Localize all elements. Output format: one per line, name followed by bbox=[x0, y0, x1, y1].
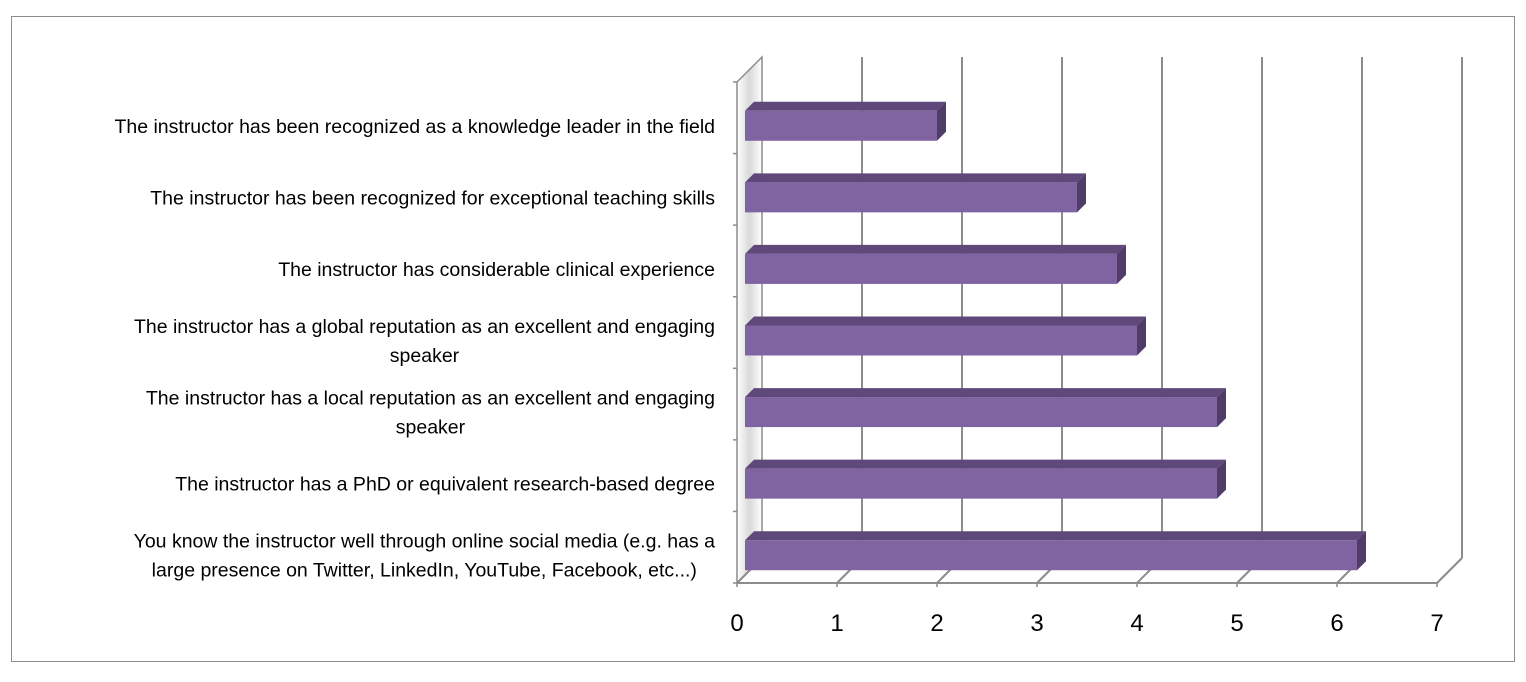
bar-top bbox=[745, 244, 1126, 254]
bar-side bbox=[1217, 388, 1226, 428]
bars bbox=[745, 101, 1366, 571]
category-label-5: The instructor has a PhD or equivalent r… bbox=[175, 474, 715, 496]
category-label-3: The instructor has a global reputation a… bbox=[134, 316, 715, 367]
bar-2 bbox=[745, 244, 1126, 284]
category-label-1: The instructor has been recognized for e… bbox=[150, 187, 715, 209]
bar-3 bbox=[745, 316, 1146, 356]
bar-side bbox=[1137, 316, 1146, 356]
bar-top bbox=[745, 316, 1146, 326]
category-label-line: You know the instructor well through onl… bbox=[134, 531, 716, 553]
x-tick-label-4: 4 bbox=[1130, 610, 1143, 637]
category-label-line: The instructor has been recognized as a … bbox=[114, 116, 715, 138]
category-label-line: The instructor has a global reputation a… bbox=[134, 316, 715, 338]
bar-top bbox=[745, 388, 1226, 398]
bar-front bbox=[745, 540, 1357, 571]
category-label-line: speaker bbox=[390, 345, 460, 367]
bar-side bbox=[1357, 531, 1366, 571]
bar-4 bbox=[745, 388, 1226, 428]
category-label-4: The instructor has a local reputation as… bbox=[146, 388, 715, 439]
bar-0 bbox=[745, 101, 946, 141]
category-labels: The instructor has been recognized as a … bbox=[114, 116, 715, 582]
bar-front bbox=[745, 325, 1137, 356]
bar-side bbox=[1217, 459, 1226, 499]
x-tick-label-2: 2 bbox=[930, 610, 943, 637]
chart-frame: The instructor has been recognized as a … bbox=[11, 16, 1515, 662]
floor-line-7 bbox=[1436, 557, 1463, 584]
bar-side bbox=[937, 101, 946, 141]
category-label-6: You know the instructor well through onl… bbox=[134, 531, 716, 582]
bar-top bbox=[745, 531, 1366, 541]
bar-front bbox=[745, 182, 1077, 213]
x-tick-label-5: 5 bbox=[1230, 610, 1243, 637]
category-label-line: The instructor has considerable clinical… bbox=[278, 259, 715, 281]
bar-front bbox=[745, 397, 1217, 428]
bar-6 bbox=[745, 531, 1366, 571]
bar-side bbox=[1077, 173, 1086, 213]
category-label-0: The instructor has been recognized as a … bbox=[114, 116, 715, 138]
bar-top bbox=[745, 459, 1226, 469]
category-label-line: large presence on Twitter, LinkedIn, You… bbox=[152, 560, 697, 582]
category-label-line: The instructor has a PhD or equivalent r… bbox=[175, 474, 715, 496]
bar-5 bbox=[745, 459, 1226, 499]
x-tick-label-0: 0 bbox=[730, 610, 743, 637]
x-tick-label-7: 7 bbox=[1430, 610, 1443, 637]
bar-1 bbox=[745, 173, 1086, 213]
x-tick-labels: 0 1 2 3 4 5 6 7 bbox=[730, 610, 1443, 637]
bar-front bbox=[745, 468, 1217, 499]
bar-front bbox=[745, 110, 937, 141]
category-label-line: The instructor has a local reputation as… bbox=[146, 388, 715, 410]
category-label-line: The instructor has been recognized for e… bbox=[150, 187, 715, 209]
category-label-line: speaker bbox=[396, 417, 466, 439]
x-tick-label-3: 3 bbox=[1030, 610, 1043, 637]
bar-front bbox=[745, 253, 1117, 284]
bar-top bbox=[745, 173, 1086, 183]
bar-side bbox=[1117, 244, 1126, 284]
x-tick-label-1: 1 bbox=[830, 610, 843, 637]
category-label-2: The instructor has considerable clinical… bbox=[278, 259, 715, 281]
bar-top bbox=[745, 101, 946, 111]
x-tick-label-6: 6 bbox=[1330, 610, 1343, 637]
bar-chart: The instructor has been recognized as a … bbox=[114, 55, 1463, 637]
